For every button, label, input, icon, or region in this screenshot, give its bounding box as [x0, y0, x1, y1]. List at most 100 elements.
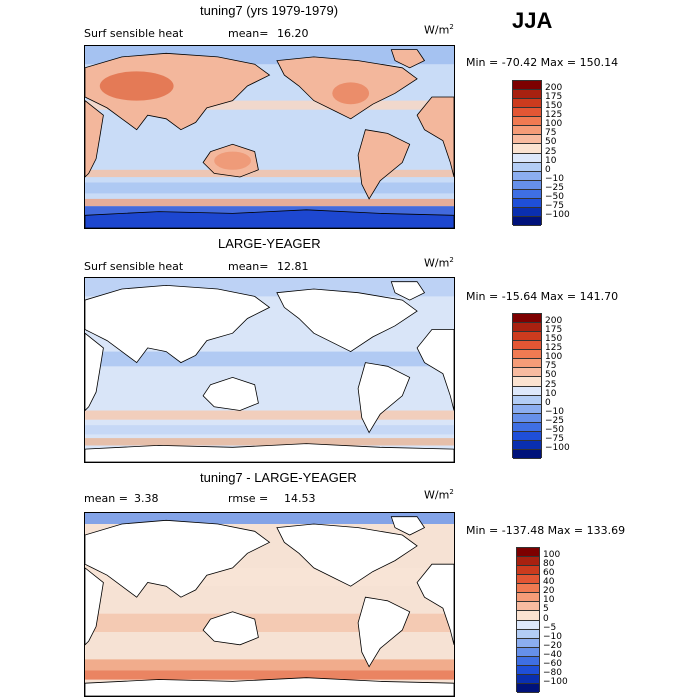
colorbar-level-label: 10 — [545, 155, 557, 166]
colorbar-swatch — [513, 449, 541, 459]
colorbar-level-label: 50 — [545, 370, 557, 381]
field-band — [85, 659, 454, 671]
field-band — [85, 206, 454, 216]
land-africa — [85, 332, 104, 412]
colorbar-level-label: 0 — [545, 164, 551, 175]
colorbar-swatch — [513, 386, 541, 396]
colorbar-level-label: −40 — [543, 649, 562, 660]
colorbar-swatch — [513, 162, 541, 172]
colorbar-level-label: 50 — [545, 137, 557, 148]
colorbar-swatch — [517, 611, 539, 621]
colorbar-level-label: 175 — [545, 325, 563, 336]
colorbar-level-label: 125 — [545, 110, 563, 121]
panel-2-colorbar: 200 175 150 125 100 75 50 25 10 0 −10 −25 −50 −75 −100 — [512, 313, 570, 459]
panel-2-map-field — [85, 278, 454, 462]
land-greenland — [390, 516, 426, 536]
field-band — [85, 513, 454, 524]
colorbar-level-label: −100 — [545, 442, 570, 453]
land-antarctica — [85, 209, 454, 228]
land-africaW — [416, 96, 454, 178]
colorbar-swatch — [513, 440, 541, 450]
field-band — [85, 410, 454, 420]
colorbar-swatch — [513, 126, 541, 136]
land-australia — [202, 611, 259, 646]
colorbar-swatch — [517, 602, 539, 612]
colorbar-level-label: 75 — [545, 361, 557, 372]
colorbar-level-label: −25 — [545, 415, 564, 426]
colorbar-level-label: −50 — [545, 191, 564, 202]
panel-2-mean-label: mean= — [228, 260, 269, 273]
land-samerica — [357, 362, 411, 434]
panel-1-map — [84, 45, 455, 229]
colorbar-level-label: −75 — [545, 200, 564, 211]
colorbar-level-label: 100 — [545, 119, 563, 130]
colorbar-swatch — [513, 189, 541, 199]
field-band — [85, 169, 454, 178]
colorbar-swatch — [513, 350, 541, 360]
colorbar-level-label: 175 — [545, 92, 563, 103]
colorbar-swatch — [513, 422, 541, 432]
colorbar-swatch — [517, 593, 539, 603]
field-band — [85, 670, 454, 680]
colorbar-swatch — [513, 341, 541, 351]
colorbar-swatch — [513, 81, 541, 91]
panel-3-rmse-label: rmse = — [228, 492, 269, 505]
colorbar-level-label: 20 — [543, 586, 555, 597]
colorbar-swatch — [513, 404, 541, 414]
land-antarctica — [85, 443, 454, 462]
land-africaW — [416, 563, 454, 645]
colorbar-level-label: 10 — [545, 388, 557, 399]
land-namerica — [276, 523, 418, 587]
colorbar-level-label: −75 — [545, 433, 564, 444]
land-antarctica — [85, 677, 454, 696]
colorbar-level-label: −80 — [543, 667, 562, 678]
panel-1-range: Min = -70.42 Max = 150.14 — [466, 56, 619, 69]
colorbar-swatch — [513, 117, 541, 127]
colorbar-level-label: −100 — [545, 209, 570, 220]
colorbar-level-label: 100 — [543, 550, 561, 561]
colorbar-level-label: 125 — [545, 343, 563, 354]
colorbar-level-label: 150 — [545, 101, 563, 112]
panel-2-variable: Surf sensible heat — [84, 260, 184, 273]
panel-3-map-field — [85, 513, 454, 696]
panel-3-colorbar: 100 80 60 40 20 10 5 0 −5 −10 −20 −40 −60 −80 −100 — [516, 547, 568, 693]
panel-1-colorbar: 200 175 150 125 100 75 50 25 10 0 −10 −25 −50 −75 −100 — [512, 80, 570, 226]
panel-3-map — [84, 512, 455, 697]
colorbar-level-label: −10 — [545, 173, 564, 184]
colorbar-swatch — [513, 207, 541, 217]
colorbar-swatch — [517, 557, 539, 567]
colorbar-level-label: −5 — [543, 622, 557, 633]
colorbar-swatch — [517, 548, 539, 558]
colorbar-level-label: 10 — [543, 595, 555, 606]
colorbar-swatch — [513, 198, 541, 208]
colorbar-box — [512, 313, 542, 459]
panel-3-title: tuning7 - LARGE-YEAGER — [200, 470, 357, 485]
land-hotspot — [99, 71, 174, 101]
land-hotspot — [214, 151, 252, 170]
colorbar-level-label: 200 — [545, 316, 563, 327]
colorbar-swatch — [517, 683, 539, 693]
colorbar-swatch — [517, 629, 539, 639]
panel-3-rmse-value: 14.53 — [284, 492, 316, 505]
land-samerica — [357, 129, 411, 200]
land-namerica — [276, 288, 418, 353]
colorbar-swatch — [517, 656, 539, 666]
colorbar-swatch — [513, 108, 541, 118]
panel-1-variable: Surf sensible heat — [84, 27, 184, 40]
panel-2-range: Min = -15.64 Max = 141.70 — [466, 290, 619, 303]
field-band — [85, 198, 454, 207]
panel-2-mean-value: 12.81 — [277, 260, 309, 273]
colorbar-box — [512, 80, 542, 226]
colorbar-level-label: −20 — [543, 640, 562, 651]
field-band — [85, 438, 454, 446]
colorbar-box — [516, 547, 540, 693]
colorbar-swatch — [513, 323, 541, 333]
season-label: JJA — [512, 8, 553, 33]
land-greenland — [390, 49, 426, 69]
panel-2-units: W/m2 — [424, 256, 454, 270]
colorbar-swatch — [517, 665, 539, 675]
land-samerica — [357, 596, 411, 668]
land-africaW — [416, 329, 454, 411]
colorbar-level-label: 40 — [543, 577, 555, 588]
field-band — [85, 182, 454, 194]
